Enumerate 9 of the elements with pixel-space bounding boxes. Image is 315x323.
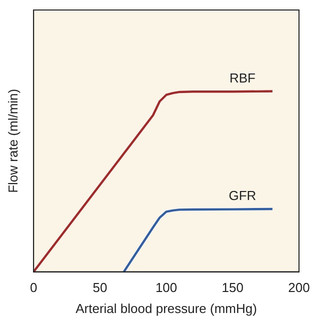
x-tick-label: 50 — [92, 280, 108, 296]
x-tick-label: 0 — [30, 280, 38, 296]
y-axis-title: Flow rate (ml/min) — [5, 88, 20, 193]
series-label: RBF — [229, 70, 256, 86]
series-label: GFR — [228, 188, 256, 204]
x-tick-label: 150 — [222, 280, 244, 296]
x-axis-title: Arterial blood pressure (mmHg) — [76, 300, 257, 316]
x-tick-label: 100 — [155, 280, 178, 296]
x-tick-label: 200 — [288, 280, 310, 296]
